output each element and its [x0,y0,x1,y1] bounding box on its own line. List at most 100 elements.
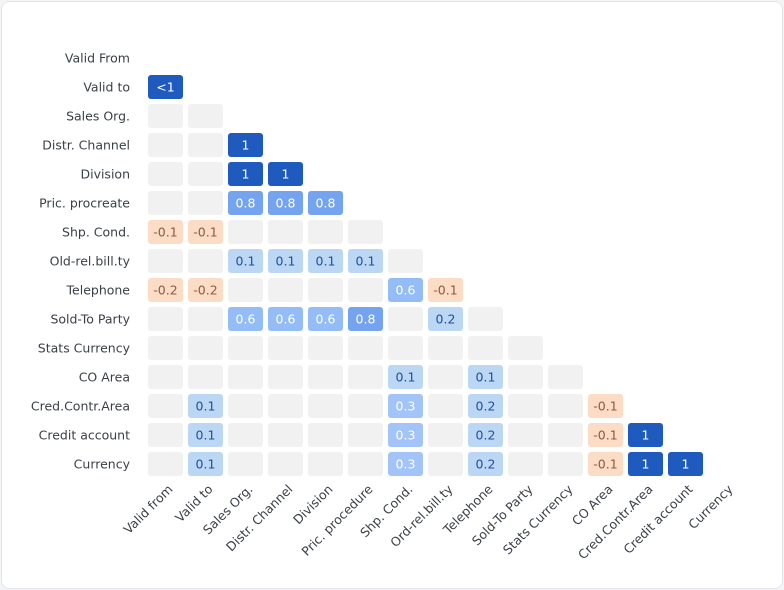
cell-value: 1 [242,167,250,182]
cell-value: 0.2 [476,457,496,472]
heatmap-cell [548,365,583,389]
heatmap-cell [468,307,503,331]
heatmap-cell [348,249,383,273]
heatmap-cell [148,336,183,360]
heatmap-cell [268,423,303,447]
heatmap-cell [348,365,383,389]
cell-value: 0.1 [236,254,256,269]
cell-value: 0.8 [316,196,336,211]
cell-value: 1 [642,457,650,472]
heatmap-cell [148,191,183,215]
heatmap-cell [148,220,183,244]
cell-value: 1 [642,428,650,443]
cell-value: -0.1 [153,225,177,240]
heatmap-cell [148,394,183,418]
heatmap-cell [428,336,463,360]
cell-value: <1 [156,80,174,95]
heatmap-cell [228,365,263,389]
row-label: Valid to [83,80,130,95]
heatmap-cell [348,336,383,360]
heatmap-cell [188,452,223,476]
row-label: Pric. procreate [39,196,130,211]
heatmap-cell [188,162,223,186]
heatmap-cell [148,133,183,157]
heatmap-cell [348,220,383,244]
heatmap-cell [668,452,703,476]
heatmap-cell [468,336,503,360]
heatmap-cell [268,249,303,273]
heatmap-cell [428,307,463,331]
heatmap-cell [228,394,263,418]
heatmap-cell [348,423,383,447]
heatmap-cell [228,249,263,273]
row-label: Telephone [66,283,131,298]
cell-value: -0.1 [193,225,217,240]
heatmap-cell [268,394,303,418]
heatmap-cell [388,307,423,331]
cell-value: 0.1 [396,370,416,385]
heatmap-cell [228,336,263,360]
heatmap-cell [468,365,503,389]
heatmap-cell [388,249,423,273]
heatmap-cell [388,423,423,447]
heatmap-cell [308,365,343,389]
cell-value: -0.2 [153,283,177,298]
heatmap-cell [268,162,303,186]
cell-value: 0.2 [476,399,496,414]
cell-value: 0.1 [476,370,496,385]
row-label: Old-rel.bill.ty [50,254,131,269]
heatmap-cell [348,307,383,331]
cell-value: 0.1 [276,254,296,269]
heatmap-cell [548,423,583,447]
heatmap-cell [268,220,303,244]
heatmap-cell [428,423,463,447]
heatmap-cell [348,278,383,302]
row-label: Sold-To Party [50,312,130,327]
heatmap-cell [508,452,543,476]
row-label: CO Area [79,370,130,385]
heatmap-cell [268,336,303,360]
heatmap-cell [308,307,343,331]
heatmap-cell [308,278,343,302]
row-label: Credit account [39,428,130,443]
heatmap-cell [308,191,343,215]
heatmap-cell [268,365,303,389]
heatmap-cell [468,394,503,418]
cell-value: -0.1 [593,457,617,472]
heatmap-cell [148,307,183,331]
heatmap-cell [228,452,263,476]
cell-value: -0.1 [593,399,617,414]
row-label: Sales Org. [66,109,130,124]
cell-value: 0.1 [196,399,216,414]
column-label: Currency [685,481,736,532]
cell-value: 0.6 [236,312,256,327]
cell-value: 0.8 [276,196,296,211]
heatmap-cell [588,452,623,476]
heatmap-cell [148,365,183,389]
heatmap-cell [348,452,383,476]
heatmap-cell [148,104,183,128]
heatmap-cell [428,278,463,302]
heatmap-cell [228,191,263,215]
cell-value: 0.1 [356,254,376,269]
heatmap-cell [188,394,223,418]
heatmap-cell [388,452,423,476]
heatmap-cell [228,307,263,331]
row-label: Cred.Contr.Area [31,399,130,414]
heatmap-cell [588,394,623,418]
heatmap-cell [468,423,503,447]
column-label: Pric. procedure [298,481,375,558]
cell-value: -0.2 [193,283,217,298]
heatmap-cell [228,220,263,244]
heatmap-cell [508,423,543,447]
heatmap-cell [188,336,223,360]
cell-value: 0.1 [196,457,216,472]
heatmap-cell [268,307,303,331]
row-label: Shp. Cond. [62,225,130,240]
row-label: Division [80,167,130,182]
row-label: Valid From [65,51,130,66]
heatmap-cell [188,307,223,331]
heatmap-cell [388,394,423,418]
heatmap-cell [548,452,583,476]
